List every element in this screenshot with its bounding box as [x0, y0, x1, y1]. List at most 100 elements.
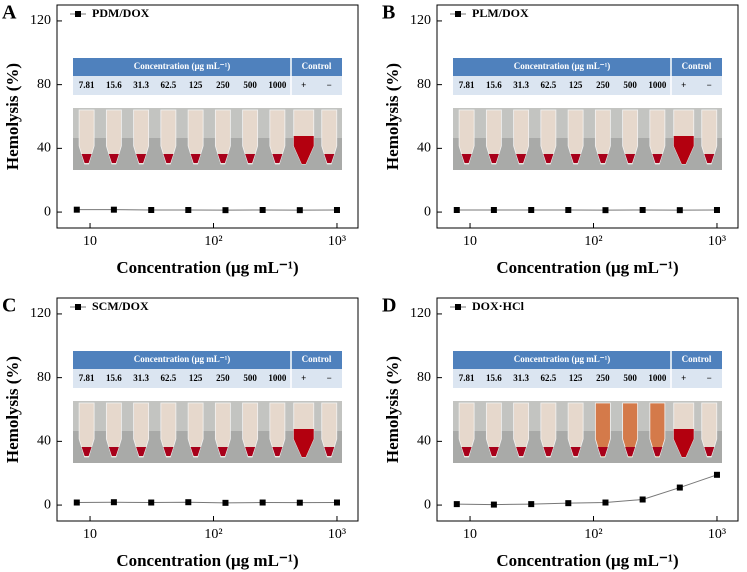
- tube: [485, 402, 502, 458]
- tube-blood: [293, 136, 314, 164]
- tube-pellet: [217, 447, 228, 456]
- y-tick-label: 80: [417, 370, 431, 385]
- tube-pellet: [704, 154, 715, 163]
- tube: [133, 402, 150, 458]
- y-tick-label: 0: [44, 204, 51, 219]
- x-tick-label: 10: [463, 234, 477, 249]
- point: [528, 501, 535, 508]
- inset-header: Concentration (μg mL⁻¹): [514, 354, 611, 364]
- inset-cell: 62.5: [541, 80, 557, 90]
- tube-pellet: [597, 447, 608, 456]
- panel: B Concentration (μg mL⁻¹) Control 7.81 15.6 3…: [382, 2, 739, 277]
- x-tick-label: 10²: [204, 234, 222, 249]
- point: [110, 499, 117, 506]
- tube: [187, 402, 204, 458]
- tube: [269, 109, 286, 165]
- tube-blood: [673, 136, 694, 164]
- x-tick-label: 10³: [708, 234, 726, 249]
- tube-pellet: [217, 154, 228, 163]
- y-tick-label: 0: [44, 497, 51, 512]
- inset-row-bg: [73, 76, 342, 95]
- inset-cell: 250: [216, 373, 230, 383]
- tube: [78, 109, 95, 165]
- tube: [242, 402, 259, 458]
- inset-cell: −: [707, 373, 712, 383]
- inset-header: Concentration (μg mL⁻¹): [134, 61, 231, 71]
- point: [222, 207, 229, 214]
- point: [453, 207, 460, 214]
- tube-pellet: [625, 447, 636, 456]
- x-tick-label: 10³: [328, 527, 346, 542]
- legend-marker: [75, 11, 81, 17]
- tube-pellet: [543, 154, 554, 163]
- tube: [513, 109, 530, 165]
- tube-pellet: [136, 447, 147, 456]
- tube-pellet: [324, 154, 335, 163]
- point: [148, 207, 155, 214]
- inset-cell: 250: [596, 373, 610, 383]
- panel: A Concentration (μg mL⁻¹) Control 7.81 15.6 3…: [2, 2, 359, 277]
- panel: C Concentration (μg mL⁻¹) Control 7.81 15.6 3…: [2, 295, 359, 570]
- x-axis-label: Concentration (μg mL⁻¹): [496, 551, 678, 570]
- point: [453, 501, 460, 508]
- inset-cell: 500: [243, 373, 257, 383]
- point: [259, 499, 266, 506]
- plot-frame: [56, 4, 359, 229]
- tube-pellet: [108, 447, 119, 456]
- inset-cell: −: [707, 80, 712, 90]
- point: [185, 207, 192, 214]
- y-tick-label: 40: [37, 141, 51, 156]
- inset-header: Control: [682, 61, 712, 71]
- inset-cell: 7.81: [79, 80, 95, 90]
- y-tick-label: 80: [37, 77, 51, 92]
- tube-pellet: [163, 447, 174, 456]
- tube: [458, 402, 475, 458]
- tube-pellet: [272, 447, 283, 456]
- legend-marker: [455, 304, 461, 310]
- inset-row-bg: [73, 369, 342, 388]
- inset-cell: 500: [243, 80, 257, 90]
- tube-pellet: [461, 154, 472, 163]
- point: [490, 501, 497, 508]
- point: [259, 207, 266, 214]
- inset-cell: −: [327, 373, 332, 383]
- inset-cell: 500: [623, 373, 637, 383]
- y-tick-label: 120: [30, 306, 51, 321]
- point: [222, 499, 229, 506]
- tube-pellet: [136, 154, 147, 163]
- point: [565, 207, 572, 214]
- y-tick-label: 40: [417, 141, 431, 156]
- y-tick-label: 120: [410, 306, 431, 321]
- series-line: [76, 501, 337, 504]
- inset-cell: 15.6: [486, 373, 502, 383]
- point: [73, 499, 80, 506]
- tube: [214, 109, 231, 165]
- y-tick-label: 40: [417, 434, 431, 449]
- tube-pellet: [245, 154, 256, 163]
- inset-cell: 7.81: [459, 80, 475, 90]
- inset-row-bg: [453, 76, 722, 95]
- tube-pellet: [190, 154, 201, 163]
- tube: [133, 109, 150, 165]
- point: [565, 500, 572, 507]
- tube-pellet: [488, 154, 499, 163]
- inset-cell: 125: [189, 373, 203, 383]
- point: [296, 207, 303, 214]
- tube-blood: [293, 429, 314, 457]
- inset-cell: 125: [569, 373, 583, 383]
- tube-pellet: [488, 447, 499, 456]
- x-tick-label: 10²: [584, 234, 602, 249]
- tube-pellet: [81, 154, 92, 163]
- inset-cell: 62.5: [161, 373, 177, 383]
- inset-header: Concentration (μg mL⁻¹): [134, 354, 231, 364]
- tube-pellet: [570, 447, 581, 456]
- legend-label: DOX·HCl: [472, 299, 525, 313]
- inset-header: Control: [302, 354, 332, 364]
- inset-cell: 125: [569, 80, 583, 90]
- point: [185, 499, 192, 506]
- tube: [105, 402, 122, 458]
- x-axis-label: Concentration (μg mL⁻¹): [116, 551, 298, 570]
- tube-pellet: [516, 154, 527, 163]
- point: [148, 499, 155, 506]
- y-tick-label: 120: [410, 13, 431, 28]
